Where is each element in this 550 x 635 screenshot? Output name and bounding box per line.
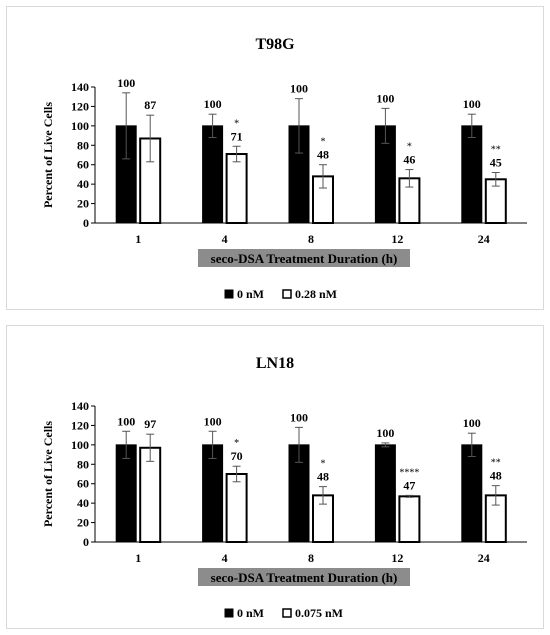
y-tick-label: 80 [77,457,89,471]
data-label: 100 [290,82,308,96]
significance-marker: * [321,137,326,148]
x-axis-label: seco-DSA Treatment Duration (h) [211,251,398,266]
legend-swatch-treated [282,608,292,618]
y-tick-label: 20 [77,197,89,211]
significance-marker: * [234,118,239,129]
y-tick-label: 140 [71,399,89,413]
bar-control [202,125,224,224]
chart-title: T98G [255,36,295,53]
x-tick-label: 4 [222,551,228,565]
bar-treated [225,153,248,224]
bar-treated [398,495,421,543]
bar-treated [225,473,248,543]
data-label: 100 [290,410,308,424]
significance-marker: ** [491,458,501,469]
data-label: 100 [376,91,394,105]
y-tick-label: 40 [77,177,89,191]
significance-marker: * [321,459,326,470]
data-label: 100 [117,76,135,90]
chart-panel-ln18: LN18 Percent of Live Cells 0 20 40 60 80 100 120… [6,325,544,629]
significance-marker: ** [491,144,501,155]
x-tick-label: 8 [308,232,314,246]
data-label: 100 [204,414,222,428]
y-axis-label: Percent of Live Cells [41,102,55,208]
legend-label: 0.28 nM [295,287,337,301]
data-label: 100 [204,97,222,111]
legend-label: 0.075 nM [295,606,343,620]
y-axis-label: Percent of Live Cells [41,421,55,527]
significance-marker: * [234,438,239,449]
legend-swatch-control [224,608,234,618]
legend-swatch-control [224,289,234,299]
chart-panel-t98g: T98G Percent of Live Cells 0 20 40 60 80 100 120… [6,6,544,310]
data-label: 97 [144,417,156,431]
legend: 0 nM 0.28 nM [224,287,337,301]
data-label: 48 [317,148,329,162]
data-label: 47 [403,478,415,492]
data-label: 100 [463,97,481,111]
y-tick-label: 120 [71,99,89,113]
y-tick-label: 60 [77,477,89,491]
data-label: 100 [463,416,481,430]
y-tick-label: 80 [77,138,89,152]
legend-label: 0 nM [237,287,264,301]
x-tick-label: 1 [135,232,141,246]
x-tick-label: 8 [308,551,314,565]
data-label: 45 [490,155,502,169]
y-tick-label: 60 [77,158,89,172]
x-tick-label: 24 [478,232,490,246]
data-label: 48 [490,469,502,483]
y-tick-label: 120 [71,418,89,432]
x-tick-label: 24 [478,551,490,565]
y-tick-label: 20 [77,516,89,530]
bar-control [461,444,483,543]
x-tick-label: 12 [391,232,403,246]
data-label: 100 [376,426,394,440]
chart-title: LN18 [256,355,294,372]
data-label: 71 [231,129,243,143]
y-tick-label: 0 [83,216,89,230]
y-tick-label: 0 [83,535,89,549]
y-tick-label: 100 [71,119,89,133]
y-tick-label: 40 [77,496,89,510]
bar-control [202,444,224,543]
bar-control [374,444,396,543]
bar-treated [139,446,162,543]
x-tick-label: 4 [222,232,228,246]
bar-control [115,444,137,543]
data-label: 46 [403,153,415,167]
legend-label: 0 nM [237,606,264,620]
x-axis-label-background [198,568,410,586]
y-tick-label: 100 [71,438,89,452]
data-label: 100 [117,414,135,428]
legend-swatch-treated [282,289,292,299]
legend: 0 nM 0.075 nM [224,606,343,620]
x-axis-label: seco-DSA Treatment Duration (h) [211,570,398,585]
data-label: 70 [231,449,243,463]
significance-marker: **** [399,467,419,478]
bar-control [461,125,483,224]
x-tick-label: 12 [391,551,403,565]
data-label: 48 [317,470,329,484]
x-axis-label-background [198,249,410,267]
data-label: 87 [144,98,156,112]
y-tick-label: 140 [71,80,89,94]
x-tick-label: 1 [135,551,141,565]
significance-marker: * [407,142,412,153]
